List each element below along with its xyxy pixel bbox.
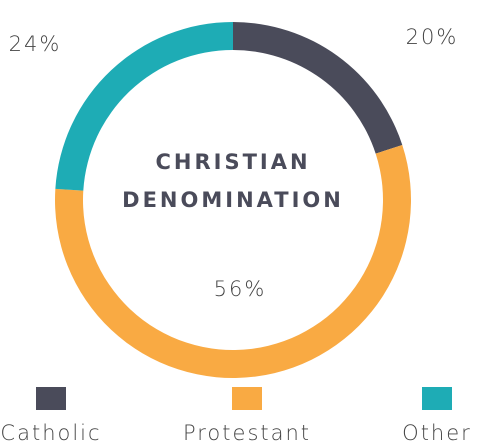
donut-segment xyxy=(55,144,412,378)
value-label: 56% xyxy=(214,277,267,301)
legend-label: Other xyxy=(402,421,472,443)
value-label: 24% xyxy=(9,32,62,56)
legend-label: Catholic xyxy=(0,421,101,443)
legend-swatch xyxy=(422,387,452,410)
chart-title: DENOMINATION xyxy=(122,188,344,212)
donut-segment xyxy=(233,22,403,154)
legend-swatch xyxy=(232,387,262,410)
donut-segment xyxy=(55,22,233,191)
legend-label: Protestant xyxy=(183,421,311,443)
value-label: 20% xyxy=(406,25,459,49)
chart-title: CHRISTIAN xyxy=(155,150,310,174)
legend-swatch xyxy=(36,387,66,410)
